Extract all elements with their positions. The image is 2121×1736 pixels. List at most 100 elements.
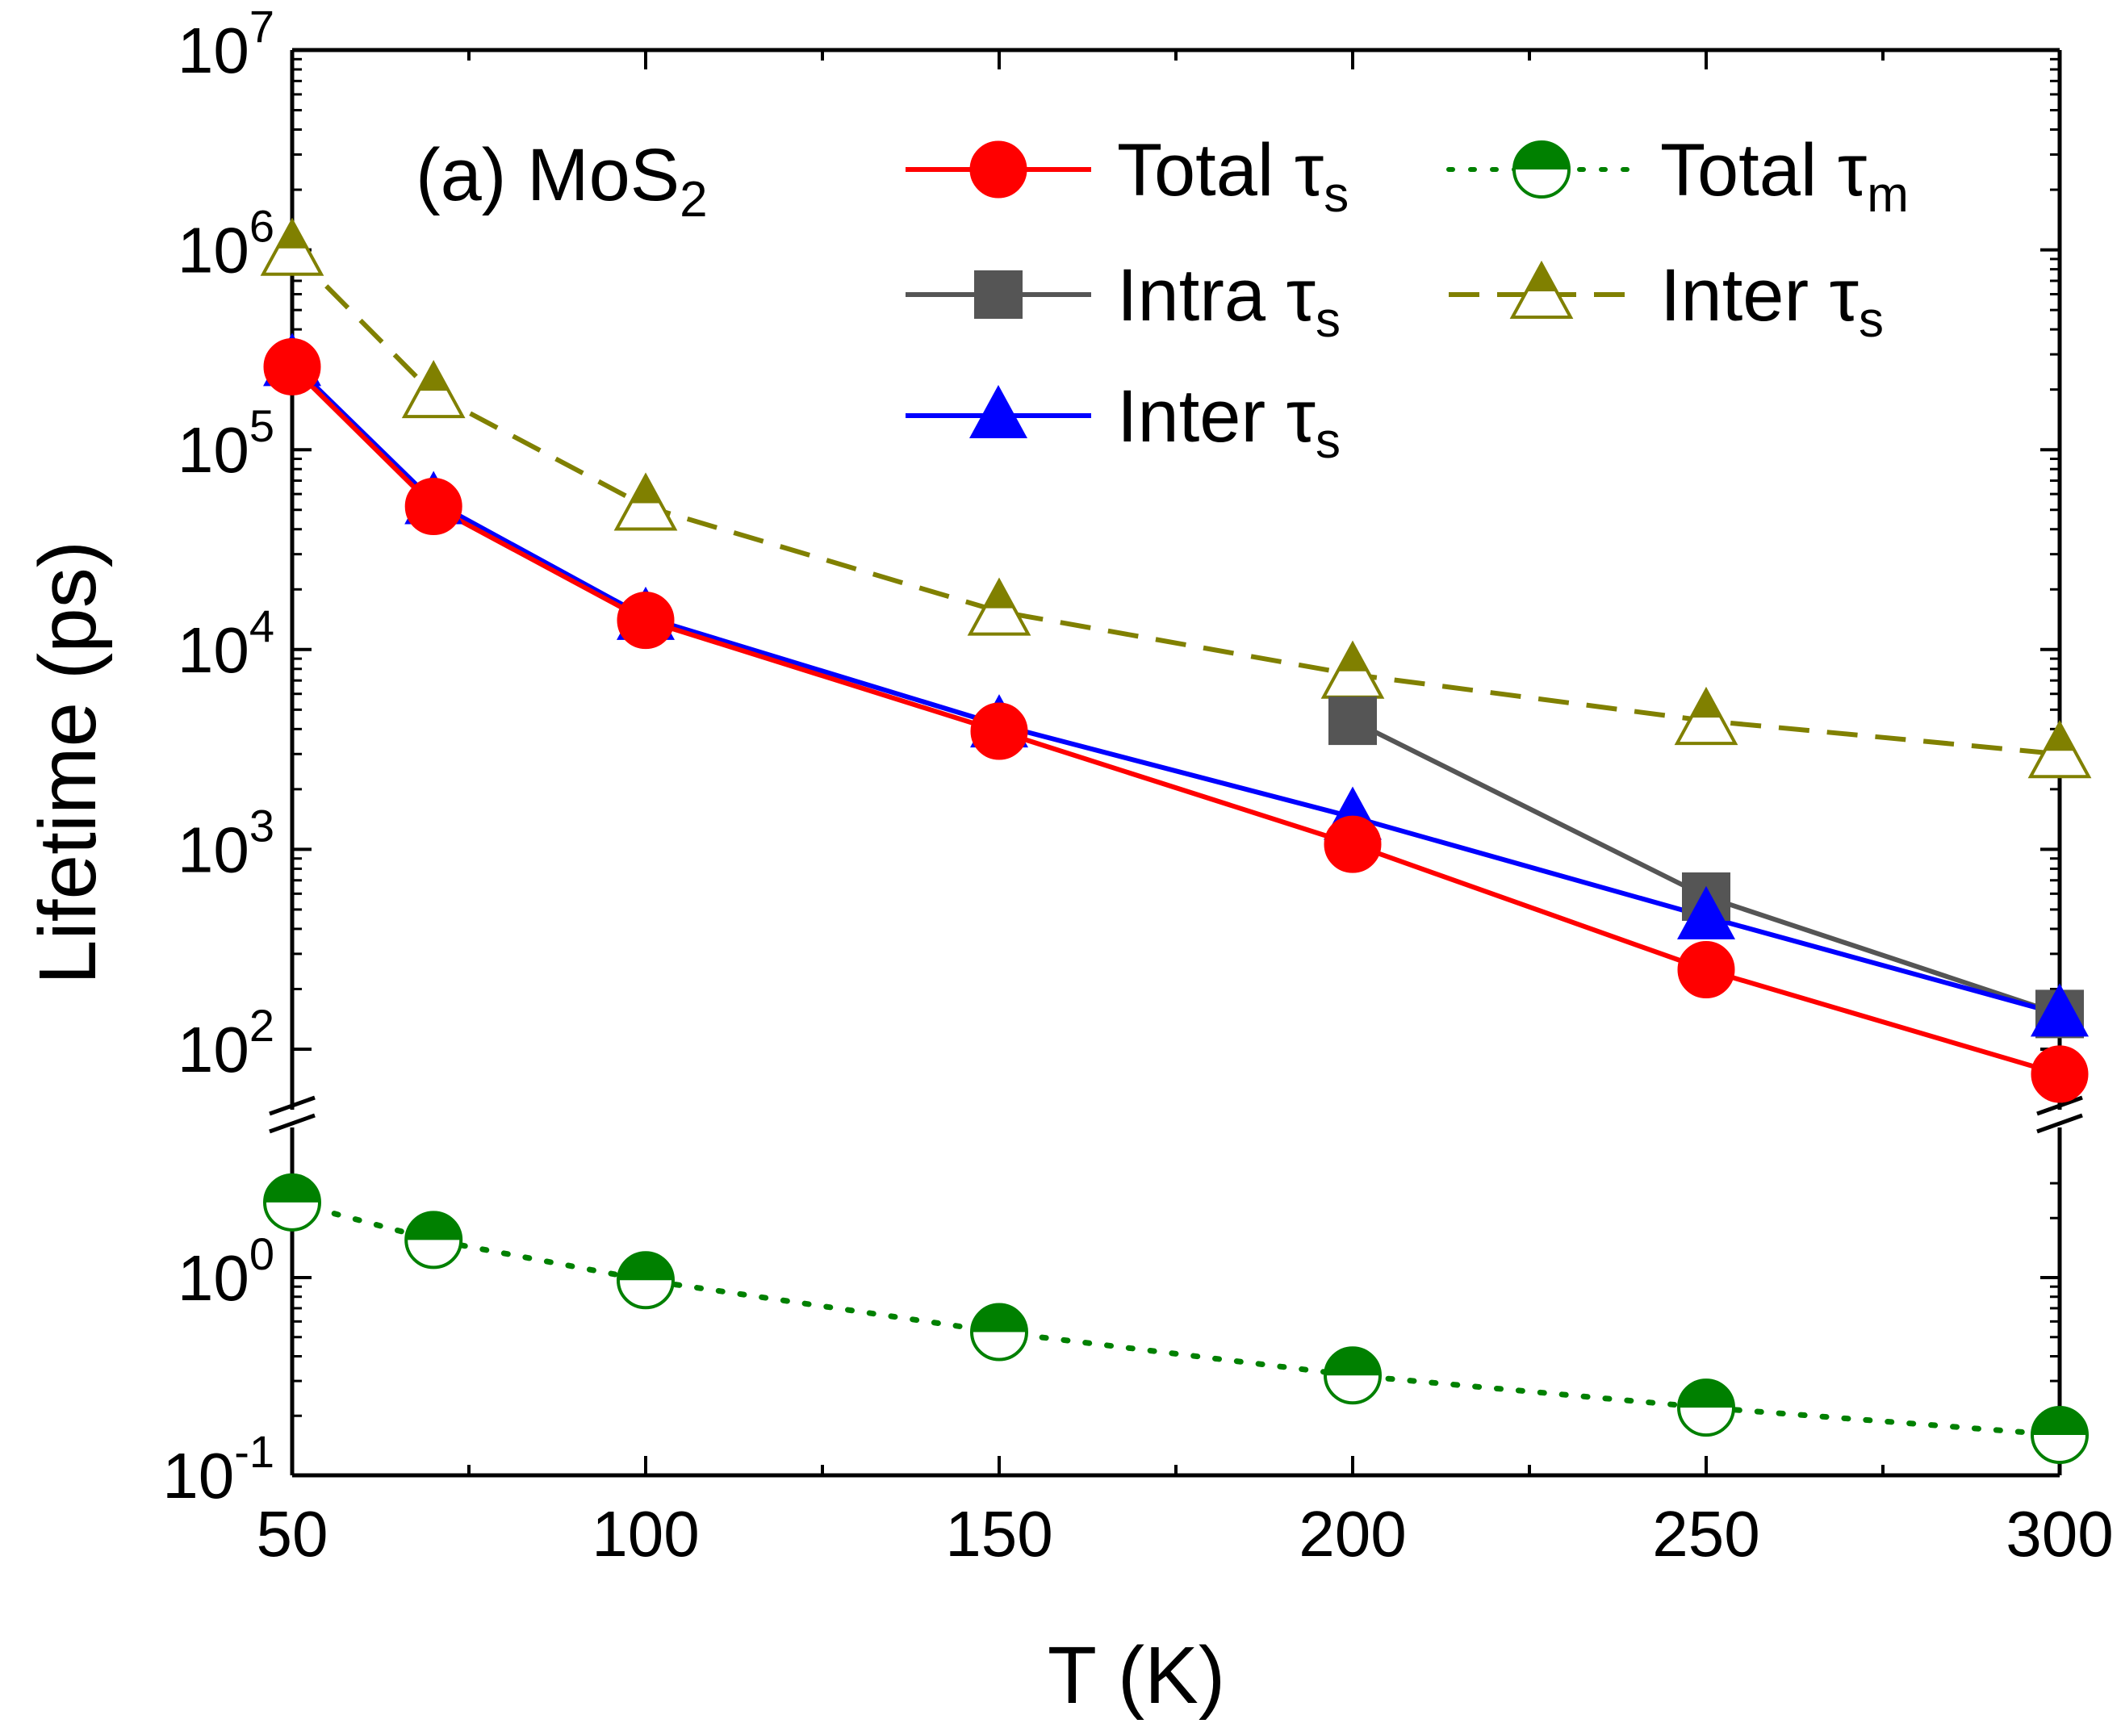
y-tick-label: 100 [178, 1228, 274, 1314]
data-point [2027, 720, 2092, 779]
marker-triangle-fill-top [1337, 643, 1368, 671]
marker-triangle-fill-top [1526, 264, 1557, 291]
y-tick-base: 10 [178, 1242, 249, 1314]
y-tick-label: 103 [178, 800, 274, 885]
marker-circle [1677, 940, 1735, 998]
legend-item: Total τs [906, 129, 1349, 223]
legend-label: Inter τs [1117, 375, 1341, 469]
data-point [1328, 696, 1377, 746]
panel-label: (a) MoS2 [416, 134, 708, 228]
y-tick-base: 10 [178, 15, 249, 86]
data-point [2031, 1045, 2089, 1103]
legend-label-main: Total τ [1117, 129, 1324, 211]
data-point [1320, 640, 1385, 699]
marker-circle [617, 592, 675, 650]
marker-square [1328, 696, 1377, 746]
legend-label-sub: m [1867, 167, 1909, 223]
data-point [404, 1211, 463, 1270]
marker-circle [1324, 815, 1382, 873]
axis-break-mark [269, 1095, 316, 1116]
marker-triangle-fill-top [418, 363, 449, 391]
marker-circle [404, 478, 462, 536]
data-point [2031, 983, 2089, 1037]
legend-label-main: Inter τ [1660, 254, 1859, 337]
marker-circle [970, 702, 1028, 760]
data-point [1674, 686, 1738, 746]
x-axis-title: T (K) [1048, 1630, 1225, 1721]
data-point [617, 592, 675, 650]
y-tick-base: 10 [178, 215, 249, 287]
data-point [1677, 1378, 1735, 1437]
x-tick-label: 200 [1299, 1498, 1406, 1570]
data-point [613, 472, 678, 531]
marker-square [974, 270, 1023, 319]
y-tick-exponent: 2 [249, 1000, 274, 1051]
y-tick-exponent: 7 [249, 1, 274, 52]
data-point [404, 478, 462, 536]
axis-break-mark [269, 1113, 316, 1134]
y-tick-label: 10-1 [162, 1426, 274, 1512]
marker-circle-fill [1679, 1380, 1734, 1408]
x-tick-label: 100 [592, 1498, 699, 1570]
marker-triangle [2031, 983, 2089, 1037]
data-point [617, 1251, 675, 1310]
y-tick-base: 10 [162, 1440, 234, 1512]
legend-marker [969, 140, 1027, 199]
y-tick-exponent: 6 [249, 201, 274, 252]
y-tick-base: 10 [178, 1014, 249, 1086]
y-tick-label: 104 [178, 600, 274, 686]
legend-label-sub: s [1859, 292, 1884, 348]
legend-label-sub: s [1316, 413, 1341, 469]
data-point [1324, 1346, 1382, 1405]
legend-label: Total τs [1117, 129, 1349, 223]
data-point [967, 577, 1031, 636]
legend-marker [1509, 260, 1574, 319]
legend-item: Inter τs [1449, 254, 1884, 348]
data-point [1677, 885, 1735, 939]
legend-label-sub: s [1324, 167, 1349, 223]
legend-label: Inter τs [1660, 254, 1884, 348]
data-point [970, 1303, 1028, 1362]
series-line [290, 365, 2060, 1077]
series-markers [260, 217, 2092, 1464]
legend-label-sub: s [1316, 292, 1341, 348]
axis-ticks: 50 100 150 200 250 30010710610510410310210010… [162, 1, 2114, 1570]
series-line [289, 1199, 2063, 1438]
axis-break-mark [2036, 1095, 2083, 1116]
marker-triangle-fill-top [2044, 723, 2075, 751]
y-tick-base: 10 [178, 614, 249, 686]
marker-triangle-fill-top [630, 475, 661, 504]
legend-marker [974, 270, 1023, 319]
y-tick-exponent: 0 [249, 1228, 274, 1279]
y-tick-exponent: 3 [249, 800, 274, 851]
marker-triangle-fill-top [1691, 690, 1721, 718]
legend-marker [969, 385, 1027, 438]
y-tick-label: 105 [178, 400, 274, 486]
y-tick-base: 10 [178, 814, 249, 885]
x-tick-label: 50 [257, 1498, 328, 1570]
y-tick-label: 107 [178, 1, 274, 86]
legend-label-main: Inter τ [1117, 375, 1316, 458]
y-tick-exponent: 5 [249, 400, 274, 451]
data-point [1324, 815, 1382, 873]
data-point [1677, 940, 1735, 998]
x-tick-label: 300 [2006, 1498, 2113, 1570]
panel-label-main: (a) MoS [416, 134, 680, 216]
marker-circle [969, 140, 1027, 199]
y-tick-exponent: -1 [234, 1426, 274, 1477]
legend-marker [1512, 140, 1571, 199]
x-tick-label: 150 [945, 1498, 1052, 1570]
legend-label: Intra τs [1117, 254, 1341, 348]
marker-triangle [969, 385, 1027, 438]
marker-circle-fill [2032, 1407, 2087, 1435]
marker-circle-fill [265, 1174, 320, 1203]
marker-circle [263, 337, 321, 395]
panel-label-sub: 2 [680, 172, 707, 228]
marker-circle-fill [972, 1304, 1027, 1332]
marker-triangle-fill-top [277, 220, 307, 249]
data-point [2031, 1405, 2089, 1464]
marker-triangle [1677, 885, 1735, 939]
marker-triangle-fill-top [984, 580, 1014, 609]
